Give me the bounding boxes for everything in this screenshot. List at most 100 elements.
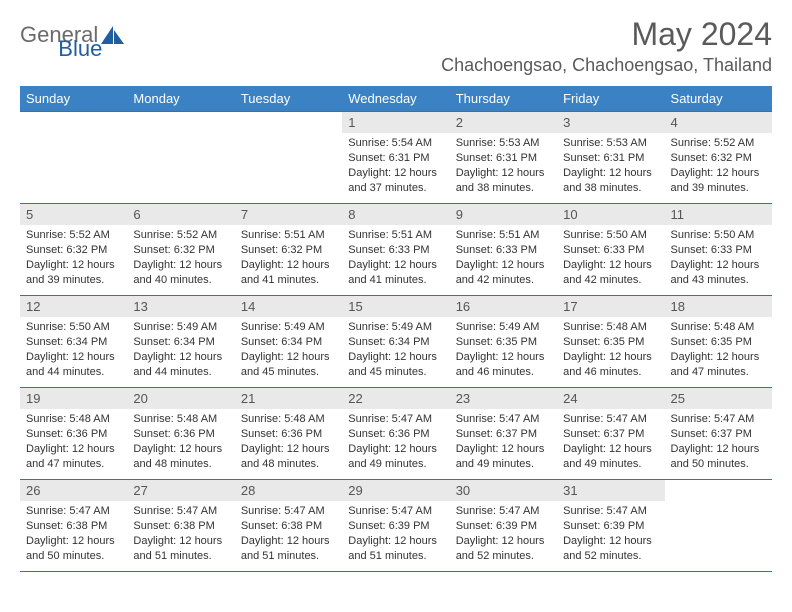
calendar-cell: 4Sunrise: 5:52 AMSunset: 6:32 PMDaylight… [665, 112, 772, 204]
day-number: 24 [557, 388, 664, 409]
day-sunset: Sunset: 6:33 PM [456, 243, 551, 258]
calendar-cell [235, 112, 342, 204]
day-dl2: and 41 minutes. [348, 273, 443, 288]
day-sunrise: Sunrise: 5:47 AM [456, 504, 551, 519]
calendar-cell: 25Sunrise: 5:47 AMSunset: 6:37 PMDayligh… [665, 388, 772, 480]
weekday-header: Saturday [665, 86, 772, 112]
day-sunrise: Sunrise: 5:47 AM [133, 504, 228, 519]
day-sunset: Sunset: 6:36 PM [348, 427, 443, 442]
day-dl2: and 38 minutes. [456, 181, 551, 196]
day-sunset: Sunset: 6:39 PM [456, 519, 551, 534]
calendar-cell: 12Sunrise: 5:50 AMSunset: 6:34 PMDayligh… [20, 296, 127, 388]
calendar-cell: 20Sunrise: 5:48 AMSunset: 6:36 PMDayligh… [127, 388, 234, 480]
day-body: Sunrise: 5:51 AMSunset: 6:33 PMDaylight:… [450, 225, 557, 291]
day-body: Sunrise: 5:47 AMSunset: 6:38 PMDaylight:… [127, 501, 234, 567]
day-sunrise: Sunrise: 5:47 AM [456, 412, 551, 427]
calendar-cell: 30Sunrise: 5:47 AMSunset: 6:39 PMDayligh… [450, 480, 557, 572]
day-sunrise: Sunrise: 5:47 AM [26, 504, 121, 519]
day-dl2: and 51 minutes. [241, 549, 336, 564]
day-dl2: and 38 minutes. [563, 181, 658, 196]
calendar-cell: 8Sunrise: 5:51 AMSunset: 6:33 PMDaylight… [342, 204, 449, 296]
day-sunset: Sunset: 6:36 PM [133, 427, 228, 442]
day-body: Sunrise: 5:48 AMSunset: 6:36 PMDaylight:… [20, 409, 127, 475]
day-body: Sunrise: 5:47 AMSunset: 6:37 PMDaylight:… [665, 409, 772, 475]
day-sunset: Sunset: 6:35 PM [671, 335, 766, 350]
day-dl1: Daylight: 12 hours [671, 350, 766, 365]
day-body: Sunrise: 5:47 AMSunset: 6:37 PMDaylight:… [557, 409, 664, 475]
day-dl2: and 43 minutes. [671, 273, 766, 288]
day-sunset: Sunset: 6:36 PM [26, 427, 121, 442]
day-body: Sunrise: 5:54 AMSunset: 6:31 PMDaylight:… [342, 133, 449, 199]
day-body: Sunrise: 5:53 AMSunset: 6:31 PMDaylight:… [450, 133, 557, 199]
day-dl2: and 41 minutes. [241, 273, 336, 288]
page-header: General Blue May 2024 Chachoengsao, Chac… [20, 16, 772, 82]
day-body: Sunrise: 5:47 AMSunset: 6:39 PMDaylight:… [557, 501, 664, 567]
calendar-cell [20, 112, 127, 204]
calendar-cell: 5Sunrise: 5:52 AMSunset: 6:32 PMDaylight… [20, 204, 127, 296]
day-dl2: and 47 minutes. [26, 457, 121, 472]
day-sunset: Sunset: 6:31 PM [456, 151, 551, 166]
day-body: Sunrise: 5:49 AMSunset: 6:34 PMDaylight:… [342, 317, 449, 383]
day-sunset: Sunset: 6:36 PM [241, 427, 336, 442]
calendar-cell: 23Sunrise: 5:47 AMSunset: 6:37 PMDayligh… [450, 388, 557, 480]
title-block: May 2024 Chachoengsao, Chachoengsao, Tha… [441, 16, 772, 82]
month-title: May 2024 [441, 16, 772, 53]
calendar-week-row: 5Sunrise: 5:52 AMSunset: 6:32 PMDaylight… [20, 204, 772, 296]
day-sunset: Sunset: 6:31 PM [563, 151, 658, 166]
day-sunrise: Sunrise: 5:47 AM [348, 412, 443, 427]
day-dl1: Daylight: 12 hours [563, 166, 658, 181]
day-number: 7 [235, 204, 342, 225]
weekday-header: Monday [127, 86, 234, 112]
day-number: 10 [557, 204, 664, 225]
day-sunrise: Sunrise: 5:51 AM [241, 228, 336, 243]
day-dl1: Daylight: 12 hours [26, 258, 121, 273]
day-sunrise: Sunrise: 5:48 AM [241, 412, 336, 427]
weekday-header: Sunday [20, 86, 127, 112]
day-sunset: Sunset: 6:34 PM [133, 335, 228, 350]
day-sunset: Sunset: 6:37 PM [456, 427, 551, 442]
day-body: Sunrise: 5:50 AMSunset: 6:33 PMDaylight:… [665, 225, 772, 291]
day-sunrise: Sunrise: 5:53 AM [456, 136, 551, 151]
day-number: 22 [342, 388, 449, 409]
day-sunrise: Sunrise: 5:50 AM [563, 228, 658, 243]
day-dl1: Daylight: 12 hours [563, 350, 658, 365]
day-dl1: Daylight: 12 hours [241, 350, 336, 365]
day-dl2: and 46 minutes. [456, 365, 551, 380]
calendar-cell: 15Sunrise: 5:49 AMSunset: 6:34 PMDayligh… [342, 296, 449, 388]
calendar-cell: 6Sunrise: 5:52 AMSunset: 6:32 PMDaylight… [127, 204, 234, 296]
day-dl1: Daylight: 12 hours [671, 166, 766, 181]
day-sunrise: Sunrise: 5:49 AM [456, 320, 551, 335]
calendar-week-row: 26Sunrise: 5:47 AMSunset: 6:38 PMDayligh… [20, 480, 772, 572]
calendar-cell [665, 480, 772, 572]
day-body: Sunrise: 5:50 AMSunset: 6:33 PMDaylight:… [557, 225, 664, 291]
calendar-table: SundayMondayTuesdayWednesdayThursdayFrid… [20, 86, 772, 572]
day-dl2: and 45 minutes. [348, 365, 443, 380]
day-dl2: and 50 minutes. [671, 457, 766, 472]
day-number: 29 [342, 480, 449, 501]
calendar-cell: 9Sunrise: 5:51 AMSunset: 6:33 PMDaylight… [450, 204, 557, 296]
day-number: 13 [127, 296, 234, 317]
day-dl1: Daylight: 12 hours [563, 442, 658, 457]
day-dl1: Daylight: 12 hours [348, 258, 443, 273]
day-sunrise: Sunrise: 5:54 AM [348, 136, 443, 151]
day-sunrise: Sunrise: 5:49 AM [241, 320, 336, 335]
day-number: 17 [557, 296, 664, 317]
day-dl2: and 48 minutes. [133, 457, 228, 472]
day-dl2: and 40 minutes. [133, 273, 228, 288]
day-number: 3 [557, 112, 664, 133]
calendar-cell: 16Sunrise: 5:49 AMSunset: 6:35 PMDayligh… [450, 296, 557, 388]
calendar-cell: 18Sunrise: 5:48 AMSunset: 6:35 PMDayligh… [665, 296, 772, 388]
day-number: 28 [235, 480, 342, 501]
day-body: Sunrise: 5:47 AMSunset: 6:39 PMDaylight:… [342, 501, 449, 567]
day-number: 2 [450, 112, 557, 133]
day-sunset: Sunset: 6:37 PM [563, 427, 658, 442]
day-dl1: Daylight: 12 hours [133, 534, 228, 549]
weekday-header: Friday [557, 86, 664, 112]
day-sunrise: Sunrise: 5:47 AM [563, 504, 658, 519]
day-number: 1 [342, 112, 449, 133]
calendar-cell: 17Sunrise: 5:48 AMSunset: 6:35 PMDayligh… [557, 296, 664, 388]
day-body: Sunrise: 5:53 AMSunset: 6:31 PMDaylight:… [557, 133, 664, 199]
day-sunrise: Sunrise: 5:51 AM [348, 228, 443, 243]
day-number-empty [20, 112, 127, 133]
day-number-empty [665, 480, 772, 501]
